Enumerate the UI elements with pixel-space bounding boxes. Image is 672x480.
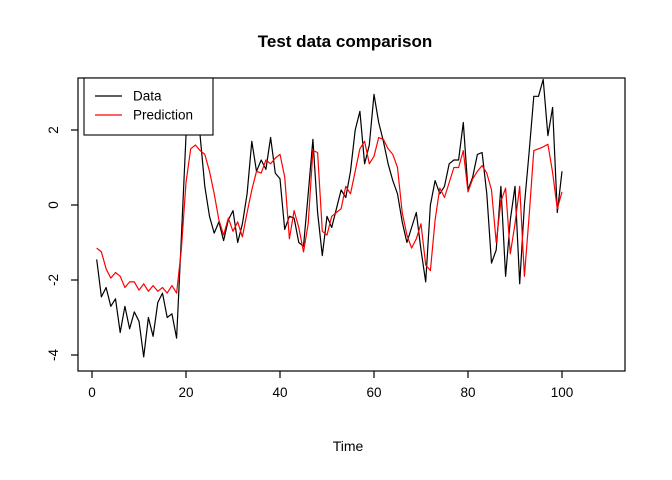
legend-label: Prediction: [133, 108, 193, 123]
x-axis-label: Time: [333, 438, 364, 454]
series-line-data: [96, 78, 563, 358]
y-tick-label: 2: [46, 126, 61, 134]
x-tick-label: 100: [551, 385, 574, 400]
y-tick-label: 0: [46, 201, 61, 209]
legend-box: [83, 77, 214, 136]
x-tick-label: 80: [460, 385, 475, 400]
plot-box: [77, 77, 626, 372]
x-tick-label: 20: [178, 385, 193, 400]
x-tick-label: 60: [366, 385, 381, 400]
chart-title: Test data comparison: [258, 32, 432, 51]
series-line-prediction: [96, 136, 563, 294]
series-group: [96, 78, 563, 358]
y-tick-label: -2: [46, 274, 61, 286]
x-tick-label: 40: [272, 385, 287, 400]
y-tick-label: -4: [46, 349, 61, 361]
plot-box-group: [77, 77, 626, 372]
y-axis-group: -4 -2 0 2: [46, 126, 78, 361]
legend-label: Data: [133, 89, 162, 104]
x-tick-label: 0: [88, 385, 96, 400]
x-axis-group: 0 20 40 60 80 100: [88, 371, 573, 400]
legend-group: Data Prediction: [83, 77, 214, 136]
